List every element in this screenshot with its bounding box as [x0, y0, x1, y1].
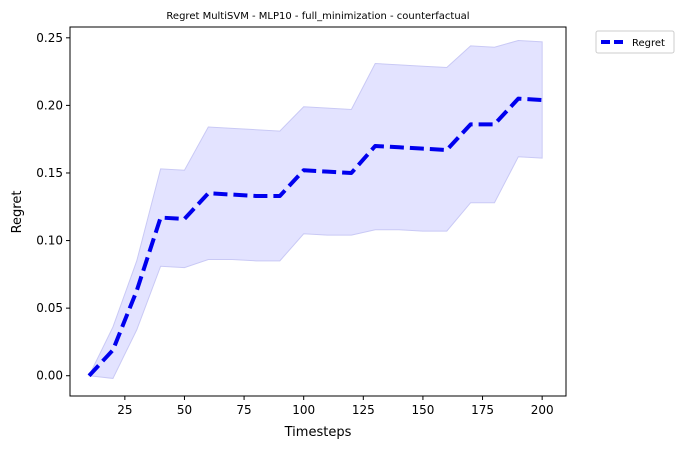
x-axis-ticks: 25 50 75 100 125 150 175 200 — [117, 396, 554, 417]
x-tick-label: 100 — [292, 403, 315, 417]
x-tick-label: 175 — [471, 403, 494, 417]
x-axis-label: Timesteps — [284, 425, 352, 440]
y-tick-label: 0.05 — [36, 301, 63, 315]
legend: Regret — [595, 30, 675, 54]
x-tick-label: 150 — [411, 403, 434, 417]
y-tick-label: 0.25 — [36, 31, 63, 45]
y-tick-label: 0.15 — [36, 166, 63, 180]
confidence-band-layer — [88, 40, 543, 379]
plot-frame — [69, 26, 567, 397]
chart-title: Regret MultiSVM - MLP10 - full_minimizat… — [166, 11, 469, 22]
y-axis-label: Regret — [10, 191, 25, 234]
series-line-layer — [87, 96, 543, 378]
legend-box — [595, 30, 675, 54]
legend-label-regret: Regret — [632, 38, 665, 49]
y-tick-label: 0.00 — [36, 369, 63, 383]
y-tick-label: 0.20 — [36, 98, 63, 112]
x-tick-label: 125 — [352, 403, 375, 417]
series-line-regret — [87, 96, 543, 378]
y-tick-label: 0.10 — [36, 234, 63, 248]
x-tick-label: 200 — [531, 403, 554, 417]
x-tick-label: 50 — [177, 403, 192, 417]
x-tick-label: 25 — [117, 403, 132, 417]
y-axis-ticks: 0.00 0.05 0.10 0.15 0.20 0.25 — [36, 31, 70, 383]
confidence-band — [88, 40, 543, 379]
x-tick-label: 75 — [236, 403, 251, 417]
